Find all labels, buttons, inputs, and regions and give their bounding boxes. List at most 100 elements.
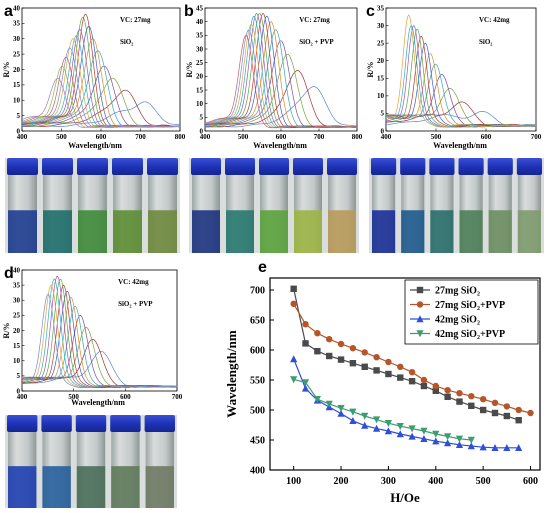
x-tick-label: 800 <box>175 133 186 141</box>
data-point <box>432 437 440 445</box>
x-tick-label: 500 <box>56 133 67 141</box>
spectrum-line <box>386 28 536 128</box>
y-tick-label: 30 <box>13 297 21 305</box>
vial-cap <box>42 158 73 175</box>
annotation-vc: VC: 27mg <box>120 16 151 24</box>
vial-cap <box>487 158 513 175</box>
data-point <box>325 400 333 408</box>
panel-a: 400 500 600 700 800 0 5 10 15 20 25 30 35 40 Wavelengt… <box>2 4 186 150</box>
spectrum-line <box>22 47 180 128</box>
spectrum-line <box>386 25 536 128</box>
vial-cap <box>327 158 357 175</box>
y-tick-label: 35 <box>13 281 21 289</box>
vial-liquid <box>294 210 322 253</box>
panel-b: 400 500 600 700 800 0 5 10 15 20 25 30 35 40 45 Wavelen… <box>185 4 363 150</box>
vial-cap <box>77 158 108 175</box>
y-tick-label: 45 <box>196 4 204 12</box>
data-point <box>432 387 439 394</box>
vial-liquid <box>148 210 177 253</box>
data-point <box>302 340 309 347</box>
plot-frame <box>21 269 178 392</box>
vial-cap <box>41 415 72 432</box>
data-point <box>468 402 475 409</box>
data-point <box>290 355 298 363</box>
data-point <box>290 285 297 292</box>
x-tick-label: 400 <box>200 133 211 141</box>
x-tick-label: 400 <box>17 133 28 141</box>
data-point <box>527 409 534 417</box>
y-tick-label: 550 <box>250 376 265 387</box>
spectrum-line <box>205 86 357 128</box>
data-point <box>416 301 424 308</box>
vial-photo-a <box>5 158 180 253</box>
data-point <box>396 423 404 430</box>
spectrum-line <box>205 23 357 129</box>
annotation-vc: VC: 27mg <box>299 16 330 24</box>
panel-letter-a: a <box>4 3 13 20</box>
vial-cap <box>293 158 323 175</box>
data-point <box>384 427 393 435</box>
y-axis-label: R/% <box>185 62 194 78</box>
data-point <box>515 417 522 424</box>
x-tick-label: 200 <box>334 476 349 487</box>
spectrum-line <box>205 21 357 128</box>
y-axis-label: Wavelength/nm <box>224 330 239 418</box>
x-tick-label: 800 <box>352 133 363 141</box>
data-point <box>444 387 451 394</box>
y-tick-label: 15 <box>377 75 385 83</box>
vial-liquid <box>517 210 541 253</box>
data-point <box>361 421 369 429</box>
data-point <box>491 444 499 451</box>
panel-letter-c: c <box>366 3 375 20</box>
vial-cap <box>75 415 107 432</box>
y-tick-label: 0 <box>17 387 21 395</box>
vial-liquid <box>43 210 72 253</box>
vial-cap <box>7 158 38 175</box>
y-tick-label: 10 <box>13 97 21 105</box>
vial-liquid <box>8 210 37 253</box>
data-point <box>290 376 298 384</box>
spectrum-line <box>205 29 357 129</box>
x-axis-label: Wavelength/nm <box>253 141 307 150</box>
data-point <box>479 406 487 414</box>
y-tick-label: 40 <box>13 266 21 274</box>
data-point <box>416 286 424 294</box>
data-point <box>420 376 428 384</box>
series-line <box>293 378 472 441</box>
vial-liquid <box>113 210 142 253</box>
data-point <box>455 441 464 448</box>
data-point <box>432 430 440 438</box>
y-tick-label: 10 <box>377 92 385 100</box>
annotation-vc: VC: 42mg <box>479 16 510 24</box>
vial-liquid <box>192 210 220 253</box>
spectrum-line <box>22 278 177 388</box>
vial-cap <box>371 158 397 175</box>
vial-photo-d <box>5 415 177 508</box>
x-tick-label: 600 <box>276 133 287 141</box>
legend: 27mg SiO₂ 27mg SiO₂+PVP 42mg SiO₂ 42mg SiO₂… <box>404 279 539 345</box>
spectrum-line <box>22 77 180 128</box>
x-tick-label: 100 <box>286 476 301 487</box>
legend-label: 27mg SiO₂+PVP <box>435 300 505 311</box>
data-point <box>416 330 424 338</box>
spectrum-line <box>386 35 536 128</box>
x-axis-label: Wavelength/nm <box>433 141 487 150</box>
x-tick-label: 500 <box>68 393 79 401</box>
x-tick-label: 500 <box>431 133 442 141</box>
annotation-material: SiO₂ + PVP <box>118 300 153 308</box>
y-tick-label: 0 <box>17 127 21 135</box>
vial-liquid <box>76 466 106 508</box>
data-point <box>385 358 392 366</box>
spectrum-line <box>22 290 177 388</box>
spectrum-line <box>205 15 357 129</box>
spectrum-line <box>22 284 177 388</box>
data-point <box>349 360 357 367</box>
data-point <box>444 439 452 447</box>
x-tick-label: 600 <box>523 476 538 487</box>
spectrum-line <box>22 275 177 388</box>
y-tick-label: 40 <box>196 18 204 26</box>
data-point <box>349 345 357 352</box>
data-point <box>467 442 475 450</box>
data-point <box>444 433 452 441</box>
annotation-material: SiO₂ <box>120 38 133 46</box>
